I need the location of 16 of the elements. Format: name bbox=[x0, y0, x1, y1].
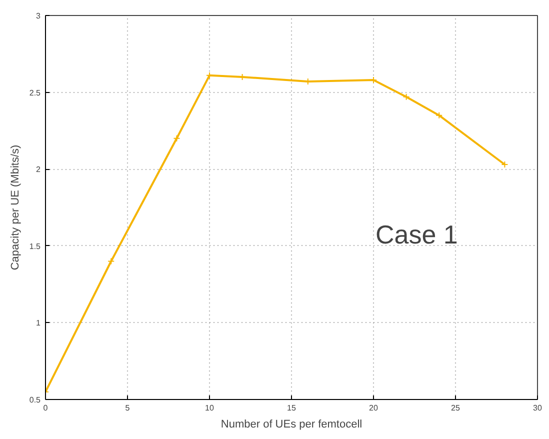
annotation: Case 1 bbox=[376, 220, 458, 250]
x-tick-label: 25 bbox=[451, 404, 460, 412]
x-tick-label: 5 bbox=[125, 404, 130, 412]
y-tick-label: 1.5 bbox=[29, 242, 42, 251]
x-tick-label: 0 bbox=[43, 404, 48, 412]
y-tick-label: 2.5 bbox=[29, 88, 42, 98]
y-tick-label: 3 bbox=[36, 12, 42, 20]
x-axis-title: Number of UEs per femtocell bbox=[220, 418, 362, 430]
y-tick-label: 2 bbox=[36, 165, 42, 174]
x-tick-label: 10 bbox=[205, 404, 214, 412]
y-axis-title: Capacity per UE (Mbits/s) bbox=[9, 144, 22, 270]
y-tick-label: 1 bbox=[36, 318, 42, 328]
x-tick-label: 30 bbox=[533, 404, 542, 412]
x-tick-label: 15 bbox=[287, 404, 296, 412]
x-tick-label: 20 bbox=[369, 404, 378, 412]
y-tick-label: 0.5 bbox=[29, 396, 42, 404]
